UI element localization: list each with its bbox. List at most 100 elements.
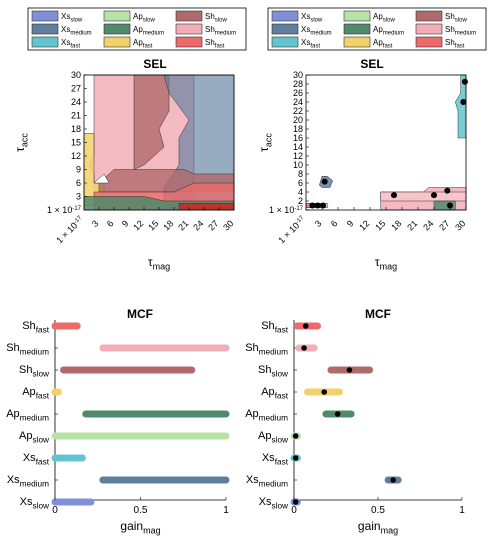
category-label: Apfast — [261, 386, 288, 400]
legends: Xsslow Apslow Shslow Xsmedium Apmedium Shmedi… — [27, 7, 487, 51]
point-ap-fast — [321, 389, 328, 395]
x-tick-label: 1 — [459, 505, 465, 516]
point-sh-medium — [301, 345, 307, 351]
y-tick-label: 1 × 10-17 — [269, 205, 304, 215]
x-axis-label: gainmag — [358, 519, 398, 536]
category-label: Xsslow — [20, 496, 49, 510]
sel-left-plot — [83, 74, 235, 211]
category-label: Apslow — [19, 430, 49, 444]
legend-label: Shmedium — [205, 25, 236, 36]
x-tick-label: 27 — [206, 218, 220, 232]
legend-label: Shfast — [445, 38, 465, 49]
x-tick-label: 0 — [52, 505, 58, 516]
category-label: Shmedium — [245, 342, 288, 356]
point-sh-medium — [391, 192, 397, 199]
x-tick-label: 27 — [437, 218, 451, 232]
legend-swatch — [31, 23, 59, 35]
sel-right-axes: 1 × 10-17 3 6 9 12 15 18 21 24 27 301 × 10-1724681… — [257, 70, 467, 272]
category-label: Shfast — [22, 320, 49, 334]
x-tick-label: 1 — [223, 505, 229, 516]
legend-swatch — [175, 36, 203, 48]
legend-swatch — [415, 23, 443, 35]
sel-right-plot — [305, 74, 468, 211]
y-tick-label: 28 — [293, 79, 303, 89]
y-tick-label: 26 — [293, 88, 303, 98]
legend-swatch — [343, 23, 371, 35]
legend-label: Xsfast — [61, 38, 80, 49]
category-label: Xsslow — [259, 496, 288, 510]
x-tick-label: 24 — [191, 218, 205, 232]
point-xs-medium — [321, 178, 328, 185]
x-tick-label: 9 — [345, 218, 356, 229]
y-tick-label: 6 — [76, 178, 81, 188]
category-label: Xsfast — [23, 452, 50, 466]
category-label: Apmedium — [6, 408, 49, 422]
x-tick-label: 1 × 10-17 — [54, 214, 86, 246]
legend-label: Apfast — [133, 38, 153, 49]
x-tick-label: 30 — [453, 218, 467, 232]
category-label: Shslow — [19, 364, 49, 378]
point-xs-slow — [292, 499, 299, 505]
x-tick-label: 6 — [105, 218, 116, 229]
y-tick-label: 4 — [298, 187, 303, 197]
y-tick-label: 30 — [71, 70, 81, 80]
x-tick-label: 9 — [120, 218, 131, 229]
x-tick-label: 18 — [161, 218, 175, 232]
legend-swatch — [31, 10, 59, 22]
legend-swatch — [415, 10, 443, 22]
category-label: Apfast — [22, 386, 49, 400]
legend-label: Xsmedium — [61, 25, 92, 36]
y-tick-label: 27 — [71, 84, 81, 94]
point-ap-medium — [334, 411, 341, 417]
legend-swatch — [271, 23, 299, 35]
y-tick-label: 30 — [293, 70, 303, 80]
legend-label: Apmedium — [373, 25, 404, 36]
legend-swatch — [175, 23, 203, 35]
legend-label: Apslow — [373, 12, 395, 23]
y-tick-label: 3 — [76, 192, 81, 202]
y-axis-label: τacc — [13, 133, 30, 152]
y-tick-label: 6 — [298, 178, 303, 188]
legend-swatch — [103, 23, 131, 35]
y-tick-label: 2 — [298, 196, 303, 206]
point-sh-slow — [314, 202, 321, 209]
sel-right-title: SEL — [360, 57, 383, 71]
x-tick-label: 24 — [421, 218, 435, 232]
mcf-right-plot: Shfast Shmedium Shslow Apfast Apmedium Apslow… — [245, 320, 465, 536]
x-tick-label: 12 — [357, 218, 371, 232]
y-tick-label: 21 — [71, 111, 81, 121]
x-tick-label: 3 — [90, 218, 101, 229]
x-tick-label: 30 — [221, 218, 235, 232]
point-sh-slow — [444, 187, 451, 194]
point-xs-fast — [460, 99, 467, 105]
y-tick-label: 12 — [293, 151, 303, 161]
y-tick-label: 9 — [76, 165, 81, 175]
legend-label: Apfast — [373, 38, 393, 49]
y-tick-label: 15 — [71, 138, 81, 148]
point-ap-slow — [320, 202, 327, 209]
legend-swatch — [103, 10, 131, 22]
x-axis-label: gainmag — [120, 519, 160, 536]
point-xs-fast — [292, 455, 299, 461]
y-tick-label: 20 — [293, 115, 303, 125]
x-tick-label: 0.5 — [134, 505, 148, 516]
category-label: Xsmedium — [7, 474, 49, 488]
y-tick-label: 24 — [293, 97, 303, 107]
point-sh-slow — [346, 367, 353, 373]
sel-left-title: SEL — [143, 57, 166, 71]
x-tick-label: 3 — [313, 218, 324, 229]
mcf-right-title: MCF — [365, 307, 391, 321]
x-tick-label: 6 — [329, 218, 340, 229]
y-tick-label: 24 — [71, 97, 81, 107]
y-tick-label: 8 — [298, 169, 303, 179]
x-axis-label: τmag — [148, 255, 170, 272]
x-tick-label: 15 — [146, 218, 160, 232]
sel-left-panel: SEL 1 × 10-17 3 6 9 12 15 18 21 24 27 301 × 10-173… — [13, 57, 235, 272]
y-tick-label: 18 — [71, 124, 81, 134]
point-sh-fast — [309, 202, 316, 209]
legend-label: Xsslow — [61, 12, 83, 23]
point-sh-fast — [431, 192, 437, 199]
y-tick-label: 22 — [293, 106, 303, 116]
mcf-left-panel: MCF Shfast Shmedium Shslow Apfast Apmedium Ap… — [6, 307, 230, 536]
